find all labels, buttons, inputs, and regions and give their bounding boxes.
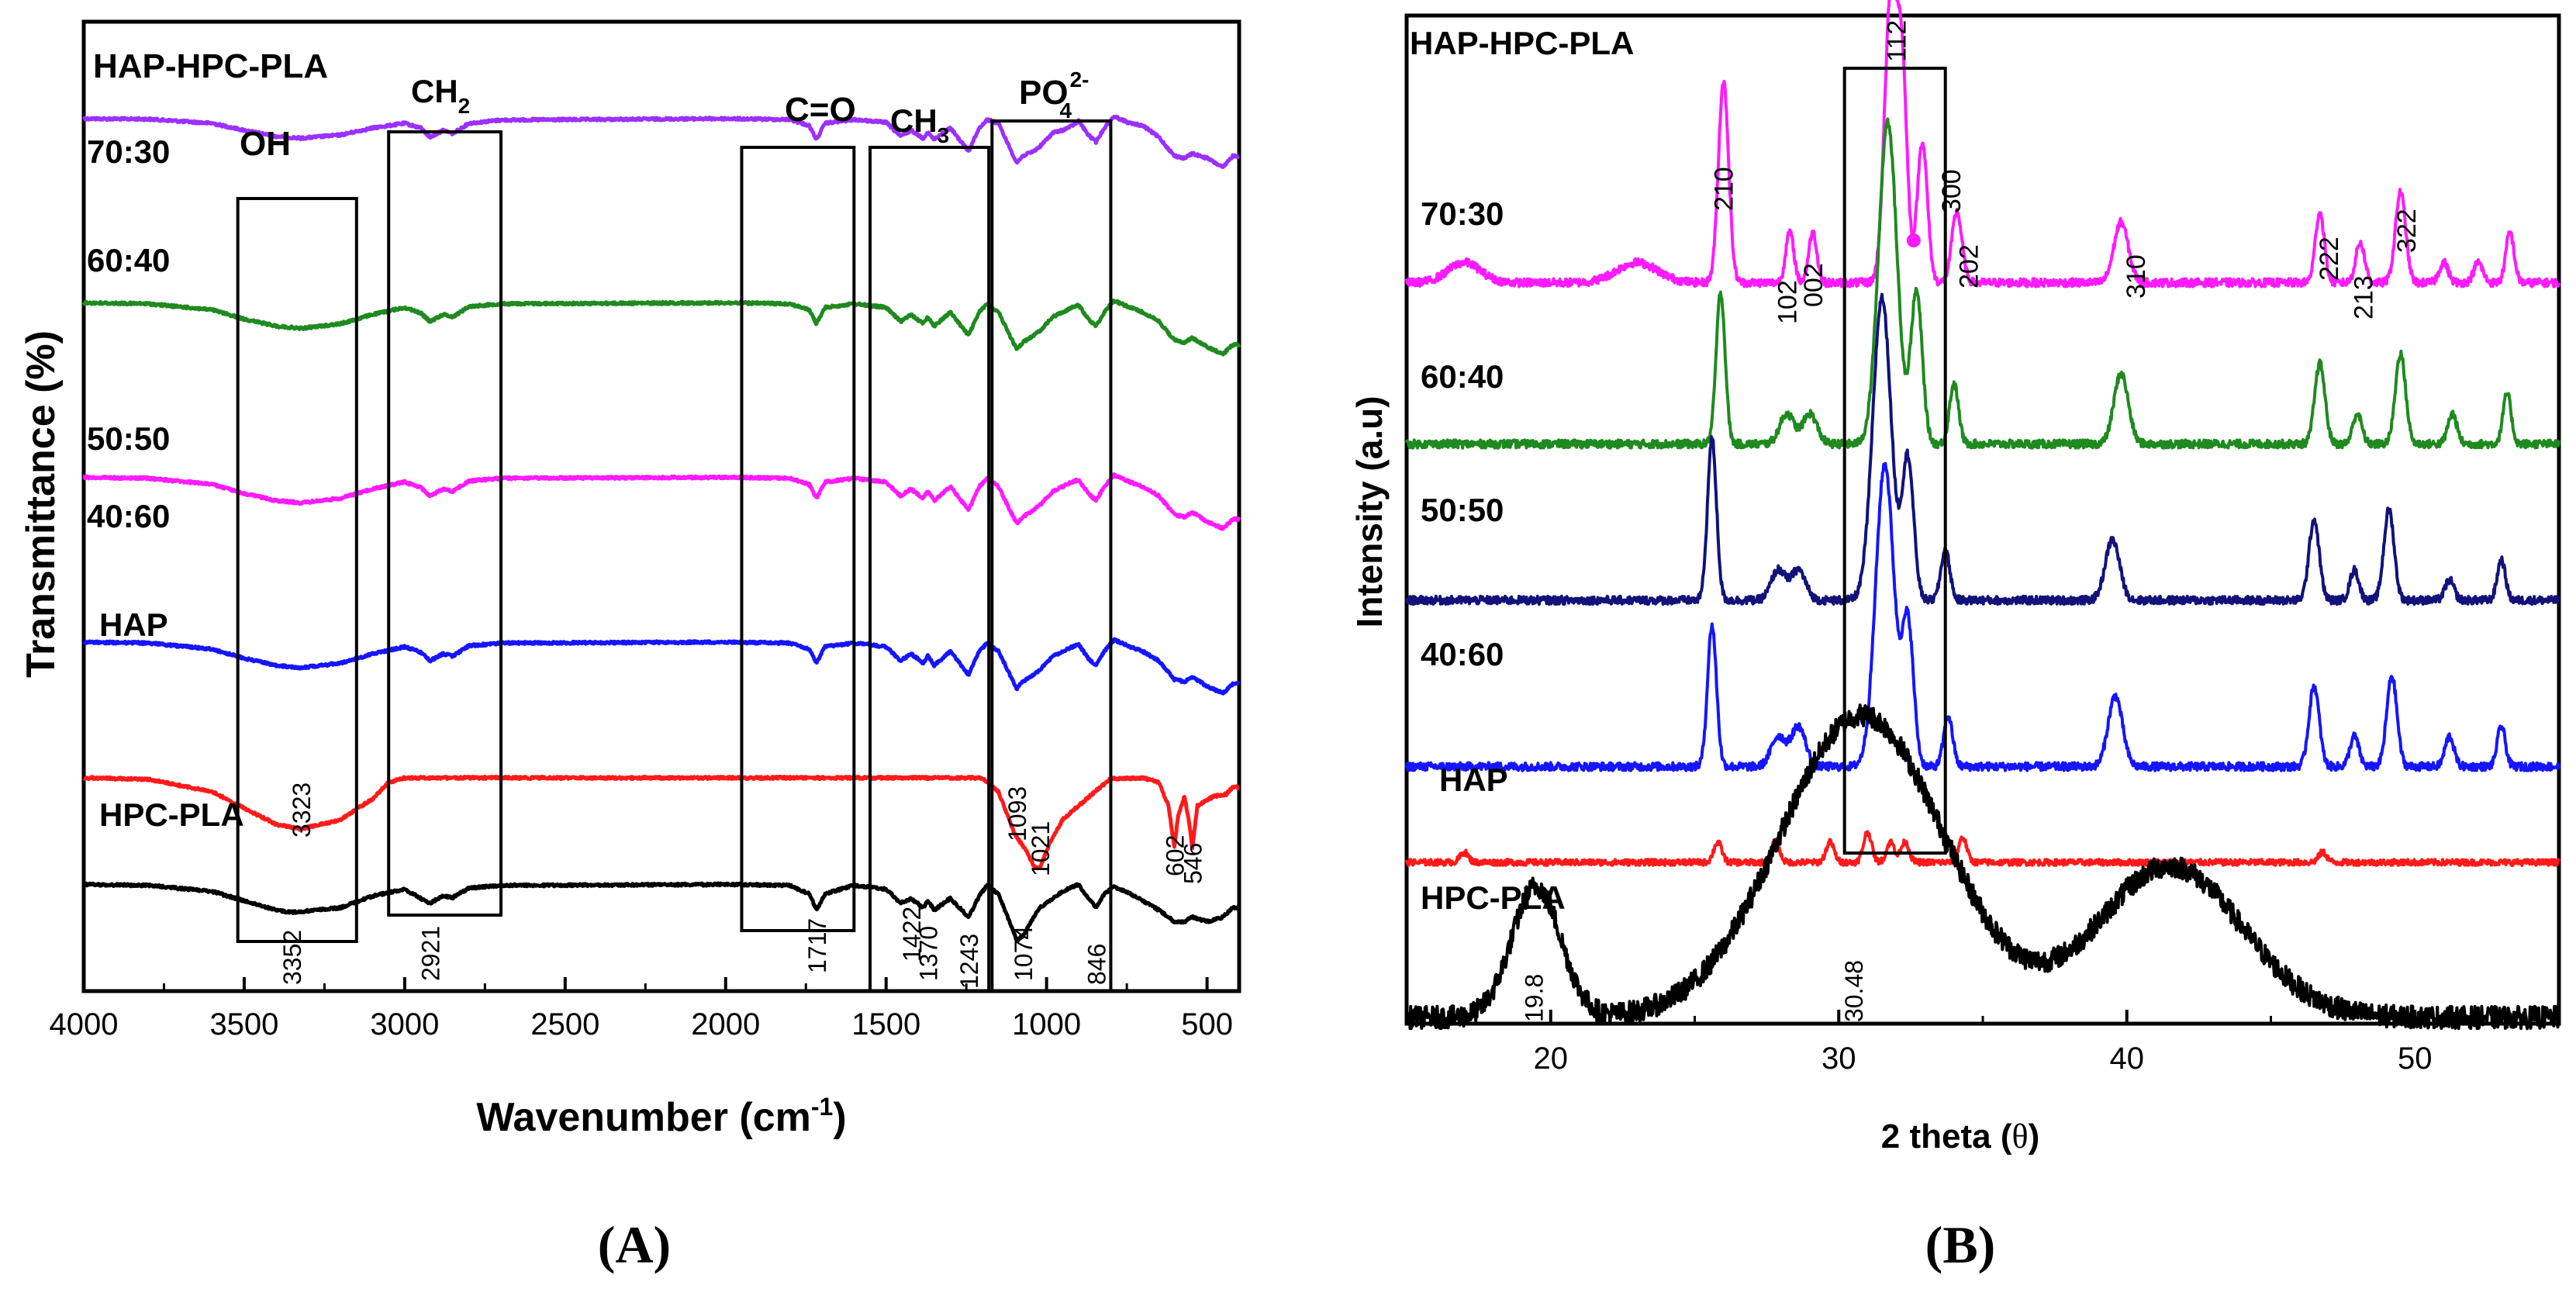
x-tick-label-500: 500: [1181, 1007, 1233, 1042]
peak-label-1717: 1717: [803, 918, 831, 973]
xrd-x-tick-label-40: 40: [2110, 1042, 2145, 1076]
panel-b-xrd: 70:30 60:40 50:50 40:60 HAP HPC-PLA 210 102002…: [1349, 0, 2561, 1274]
panel-b-caption: (B): [1925, 1215, 1996, 1274]
x-tick-label-2000: 2000: [691, 1007, 760, 1042]
panel-a-x-axis-title: Wavenumber (cm-1): [476, 1093, 846, 1140]
band-label-po4: PO2-4: [1019, 67, 1089, 123]
xrd-series-line-hpc-pla: [1405, 703, 2560, 1031]
peak-label-546: 546: [1179, 843, 1207, 884]
series-line-hpc-pla: [81, 881, 1241, 943]
reflection-label-322: 322: [2392, 209, 2422, 253]
series-label-hap: HAP: [99, 606, 168, 643]
xrd-series-line-70-30: [1405, 0, 2560, 288]
xrd-marker-dot: [1906, 233, 1921, 247]
reflection-label-213: 213: [2349, 275, 2378, 320]
band-box-po4-2: [990, 119, 1113, 993]
x-tick-label-4000: 4000: [50, 1007, 119, 1042]
x-tick-label-2500: 2500: [530, 1007, 599, 1042]
xrd-series-line-hap: [1405, 830, 2560, 867]
band-label-oh: OH: [240, 125, 291, 163]
panel-b-y-axis-title: Intensity (a.u): [1349, 396, 1390, 627]
xrd-series-line-50-50: [1405, 292, 2560, 606]
xrd-series-label-hpc-pla: HPC-PLA: [1421, 879, 1566, 916]
series-line-70-30: [81, 114, 1241, 169]
band-label-c-o: C=O: [785, 91, 856, 129]
panel-a-group-title: HAP-HPC-PLA: [93, 47, 328, 85]
reflection-label-222: 222: [2315, 237, 2344, 281]
band-box-ch2: [387, 130, 503, 917]
panel-b-x-ticks: 20 30 40 50: [1405, 1010, 2560, 1076]
peak-label-1093: 1093: [1003, 786, 1031, 841]
series-label-hpc-pla: HPC-PLA: [99, 796, 244, 833]
series-line-40-60: [82, 637, 1241, 696]
xrd-peak-label-19-8: 19.8: [1520, 974, 1548, 1022]
reflection-label-102: 102: [1773, 280, 1802, 324]
band-box-c-o: [740, 146, 856, 932]
xrd-x-tick-label-20: 20: [1534, 1042, 1569, 1076]
reflection-label-300: 300: [1937, 169, 1967, 213]
band-label-ch3: CH3: [890, 102, 949, 147]
reflection-label-202: 202: [1954, 244, 1984, 288]
xrd-series-label-70-30: 70:30: [1421, 195, 1504, 232]
panel-a-series-group: 70:30 60:40 50:50 40:60 HAP HPC-PLA: [81, 114, 1241, 943]
series-label-60-40: 60:40: [87, 242, 170, 278]
peak-label-2921: 2921: [417, 926, 445, 981]
series-label-50-50: 50:50: [87, 420, 170, 457]
series-label-70-30: 70:30: [87, 133, 170, 170]
series-label-40-60: 40:60: [87, 498, 170, 534]
xrd-x-tick-label-50: 50: [2398, 1042, 2433, 1076]
reflection-label-112: 112: [1883, 20, 1912, 62]
peak-label-1074: 1074: [1010, 926, 1038, 981]
xrd-series-line-40-60: [1405, 461, 2560, 772]
xrd-x-tick-label-30: 30: [1822, 1042, 1856, 1076]
reflection-label-310: 310: [2122, 254, 2151, 299]
series-line-60-40: [81, 299, 1241, 357]
panel-a-x-ticks: 4000 3500 3000 2500 2000 1500 1000 500: [50, 977, 1233, 1042]
series-line-hap: [82, 775, 1241, 871]
series-line-50-50: [82, 472, 1241, 531]
panel-b-x-axis-title: 2 theta (θ): [1881, 1118, 2039, 1156]
xrd-series-line-60-40: [1405, 117, 2560, 450]
panel-b-group-title: HAP-HPC-PLA: [1410, 25, 1634, 61]
xrd-peak-label-30-48: 30.48: [1840, 960, 1868, 1022]
peak-label-1422: 1422: [898, 907, 926, 962]
panel-b-series-group: 70:30 60:40 50:50 40:60 HAP HPC-PLA: [1405, 0, 2560, 1031]
xrd-series-label-60-40: 60:40: [1421, 358, 1504, 395]
reflection-label-210: 210: [1710, 167, 1739, 211]
panel-a-y-axis-title: Transmittance (%): [19, 330, 64, 678]
band-box-ch3: [868, 146, 991, 993]
x-tick-label-1000: 1000: [1012, 1007, 1081, 1042]
xrd-series-label-hap: HAP: [1439, 762, 1508, 798]
xrd-series-label-50-50: 50:50: [1421, 492, 1504, 528]
band-label-ch2: CH2: [411, 73, 470, 118]
panel-a-ftir: 70:30 60:40 50:50 40:60 HAP HPC-PLA 3323 3352 2…: [19, 19, 1241, 1274]
band-box-oh: [236, 197, 358, 943]
peak-label-1370: 1370: [915, 926, 943, 981]
peak-label-1021: 1021: [1027, 821, 1055, 876]
reflection-label-002: 002: [1799, 263, 1828, 307]
peak-label-3323: 3323: [288, 782, 316, 838]
panel-a-caption: (A): [598, 1215, 671, 1274]
peak-label-602: 602: [1161, 835, 1189, 876]
x-tick-label-1500: 1500: [851, 1007, 920, 1042]
xrd-series-label-40-60: 40:60: [1421, 636, 1504, 672]
x-tick-label-3000: 3000: [370, 1007, 439, 1042]
peak-label-1243: 1243: [955, 934, 983, 989]
xrd-highlight-box: [1842, 67, 1947, 855]
panel-a-plot-frame: [81, 19, 1241, 993]
peak-label-3352: 3352: [278, 930, 306, 985]
peak-label-846: 846: [1083, 944, 1110, 985]
x-tick-label-3500: 3500: [209, 1007, 278, 1042]
